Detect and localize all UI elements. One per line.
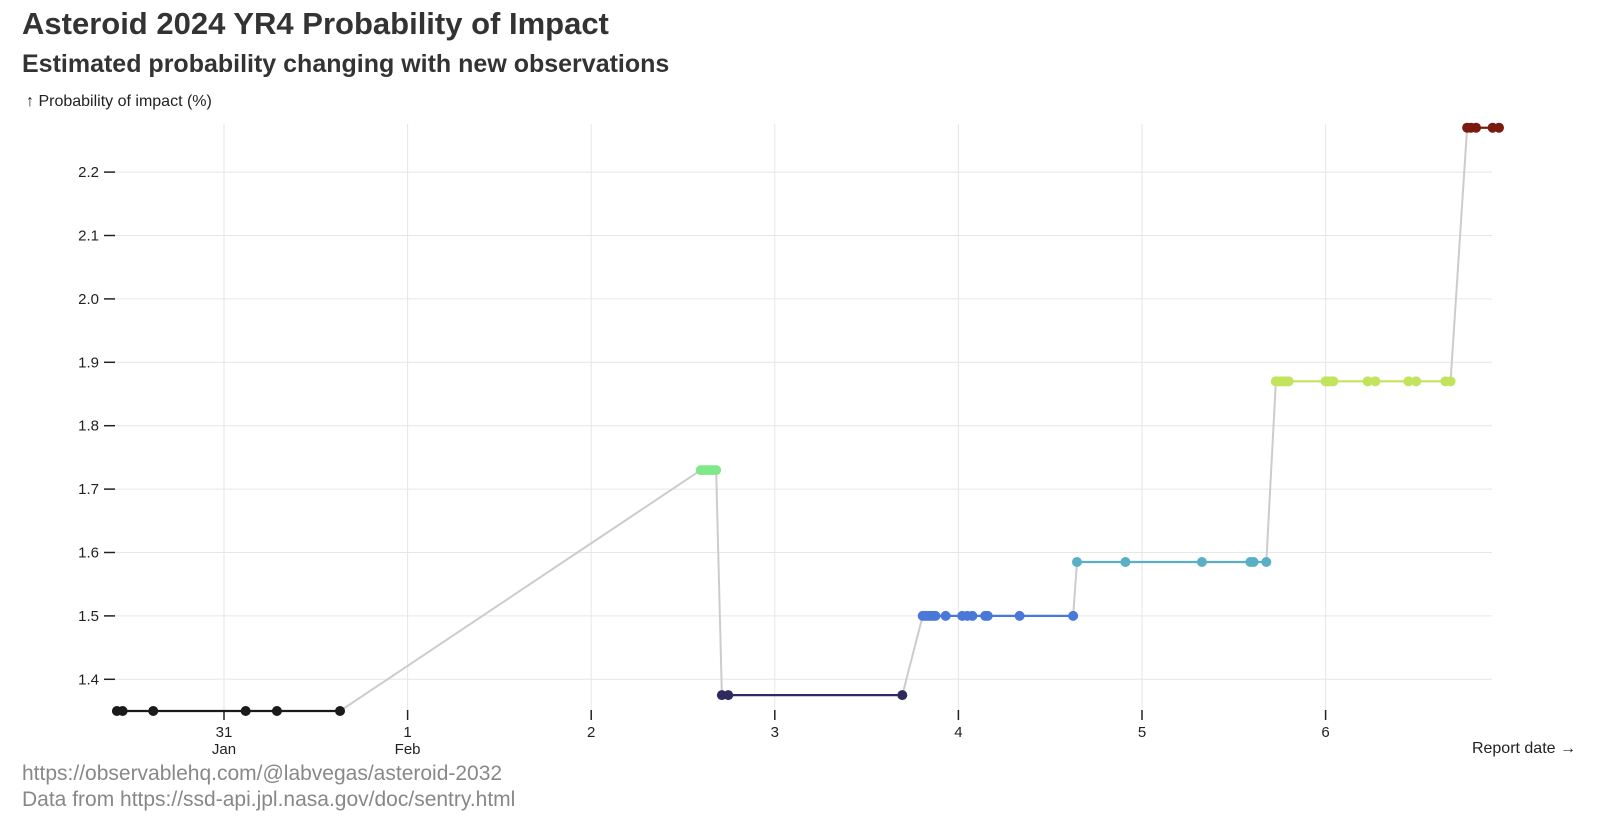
data-point	[1403, 376, 1414, 387]
x-tick-label: 5	[1138, 724, 1146, 741]
y-tick-label: 2.0	[78, 291, 99, 308]
y-tick-label: 2.2	[78, 164, 99, 181]
data-point	[1328, 376, 1339, 387]
data-point	[148, 706, 159, 716]
x-tick-label: 1	[403, 724, 411, 741]
x-tick-label: 6	[1321, 724, 1329, 741]
gridlines	[115, 124, 1492, 711]
data-points	[111, 122, 1504, 716]
data-point	[1283, 376, 1294, 387]
series-lines	[116, 126, 1499, 713]
y-axis: 1.4 1.5 1.6 1.7 1.8 1.9 2.0 2.1 2.2	[78, 164, 115, 688]
data-point	[1261, 557, 1272, 568]
data-point	[117, 706, 128, 716]
x-tick-label: 4	[954, 724, 962, 741]
data-point	[1120, 557, 1131, 568]
connector-line	[715, 470, 723, 696]
connector-lines	[339, 127, 1469, 712]
data-source: Data from https://ssd-api.jpl.nasa.gov/d…	[22, 788, 516, 811]
data-point	[1445, 376, 1456, 387]
chart-title: Asteroid 2024 YR4 Probability of Impact	[22, 6, 609, 41]
y-tick-label: 1.9	[78, 354, 99, 371]
x-tick-sublabel: Feb	[395, 741, 421, 758]
data-point	[1071, 557, 1082, 568]
connector-line	[901, 615, 924, 696]
data-point	[711, 465, 722, 476]
y-tick-label: 1.8	[78, 418, 99, 435]
x-tick-sublabel: Jan	[212, 741, 236, 758]
data-point	[897, 690, 908, 701]
x-tick-label: 31	[216, 724, 233, 741]
y-tick-label: 1.7	[78, 481, 99, 498]
data-point	[1196, 557, 1207, 568]
y-tick-label: 1.4	[78, 671, 99, 688]
data-point	[1494, 122, 1504, 133]
connector-line	[339, 469, 702, 712]
connector-line	[1449, 127, 1469, 382]
connector-line	[1265, 381, 1277, 563]
data-point	[982, 610, 993, 621]
data-point	[335, 706, 346, 716]
y-tick-label: 2.1	[78, 228, 99, 245]
data-point	[967, 610, 978, 621]
x-tick-label: 2	[587, 724, 595, 741]
chart-subtitle: Estimated probability changing with new …	[22, 50, 670, 78]
x-tick-label: 3	[771, 724, 779, 741]
data-point	[930, 610, 941, 621]
data-point	[1362, 376, 1373, 387]
data-point	[240, 706, 251, 716]
data-point	[1370, 376, 1381, 387]
data-point	[1068, 610, 1079, 621]
y-axis-title: ↑ Probability of impact (%)	[26, 93, 212, 110]
data-point	[1014, 610, 1025, 621]
data-point	[271, 706, 282, 716]
y-tick-label: 1.5	[78, 608, 99, 625]
data-point	[940, 610, 951, 621]
source-url[interactable]: https://observablehq.com/@labvegas/aster…	[22, 762, 503, 785]
x-axis-title: Report date →	[1472, 740, 1576, 757]
connector-line	[1072, 561, 1078, 616]
y-tick-label: 1.6	[78, 545, 99, 562]
data-point	[1248, 557, 1259, 568]
data-point	[723, 690, 734, 701]
data-point	[1471, 122, 1482, 133]
data-point	[1411, 376, 1422, 387]
